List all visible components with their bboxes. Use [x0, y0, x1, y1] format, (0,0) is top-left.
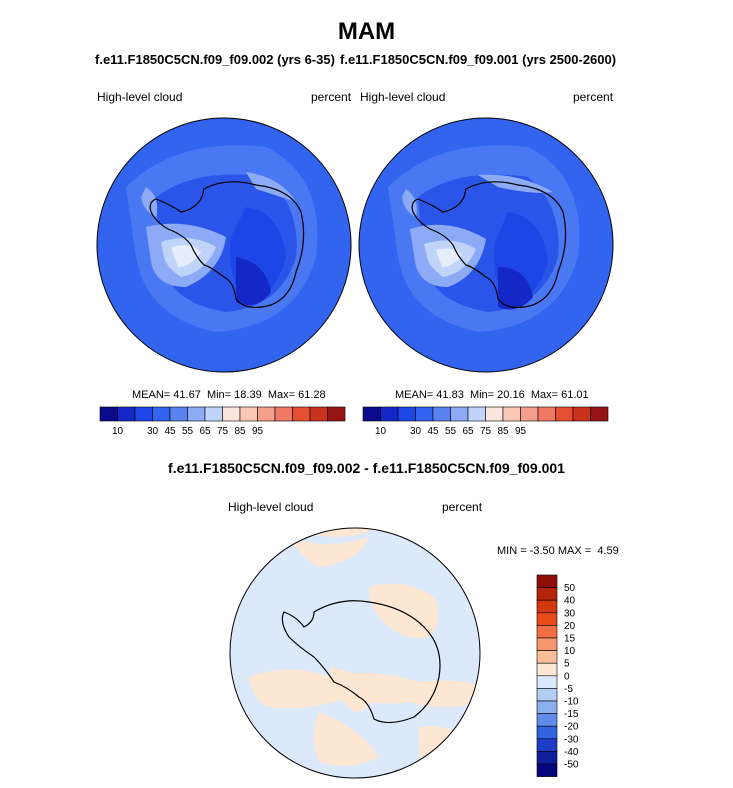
diff-colorbar-box — [536, 738, 558, 752]
colorbar-box — [485, 406, 504, 422]
colorbar-box — [327, 406, 346, 422]
diff-colorbar-tick-label: -5 — [564, 684, 573, 695]
panel1-map — [96, 117, 352, 373]
colorbar-box — [590, 406, 609, 422]
colorbar-box — [555, 406, 574, 422]
panel2-variable-label: High-level cloud — [360, 90, 446, 104]
colorbar-box — [169, 406, 188, 422]
colorbar-tick-label: 10 — [375, 426, 387, 437]
diff-colorbar-tick-label: 0 — [564, 671, 570, 682]
colorbar-box — [572, 406, 591, 422]
diff-colorbar-box — [536, 675, 558, 689]
diff-colorbar-tick-label: -40 — [564, 747, 579, 758]
colorbar-box — [415, 406, 434, 422]
colorbar-box — [450, 406, 469, 422]
colorbar-box — [204, 406, 223, 422]
panel2-stats: MEAN= 41.83 Min= 20.16 Max= 61.01 — [395, 389, 589, 401]
colorbar-box — [520, 406, 539, 422]
diff-colorbar-tick-label: -30 — [564, 734, 579, 745]
diff-title: f.e11.F1850C5CN.f09_f09.002 - f.e11.F185… — [168, 460, 565, 476]
diff-colorbar-tick-label: -50 — [564, 760, 579, 771]
diff-colorbar-box — [536, 700, 558, 714]
colorbar-tick-label: 75 — [217, 426, 229, 437]
colorbar-box — [309, 406, 328, 422]
colorbar-box — [257, 406, 276, 422]
colorbar-tick-label: 10 — [112, 426, 124, 437]
diff-colorbar-tick-label: -20 — [564, 722, 579, 733]
diff-colorbar-tick-label: 15 — [564, 634, 576, 645]
main-title: MAM — [337, 18, 396, 45]
diff-colorbar-tick-label: 50 — [564, 583, 576, 594]
colorbar-box — [537, 406, 556, 422]
diff-colorbar-box — [536, 688, 558, 702]
colorbar-tick-label: 45 — [164, 426, 176, 437]
diff-map — [229, 527, 481, 779]
colorbar-box — [239, 406, 258, 422]
colorbar-tick-label: 85 — [234, 426, 246, 437]
diff-colorbar-tick-label: 40 — [564, 596, 576, 607]
panel1-colorbar: 10 30 45 55 65 75 85 95 — [99, 406, 346, 437]
panel1-stats: MEAN= 41.67 Min= 18.39 Max= 61.28 — [132, 389, 326, 401]
diff-colorbar-box — [536, 763, 558, 777]
diff-colorbar-tick-label: 30 — [564, 608, 576, 619]
diff-colorbar-tick-label: 5 — [564, 659, 570, 670]
colorbar-box — [152, 406, 171, 422]
panel1-units-label: percent — [311, 90, 352, 104]
colorbar-box — [117, 406, 136, 422]
diff-colorbar-tick-label: 10 — [564, 646, 576, 657]
colorbar-tick-label: 55 — [445, 426, 457, 437]
diff-colorbar-box — [536, 612, 558, 626]
panel1-antarctica-coastline — [149, 181, 305, 309]
panel2-units-label: percent — [573, 90, 614, 104]
colorbar-box — [502, 406, 521, 422]
colorbar-tick-label: 65 — [199, 426, 211, 437]
colorbar-tick-label: 95 — [252, 426, 264, 437]
panel1-variable-label: High-level cloud — [97, 90, 183, 104]
colorbar-box — [134, 406, 153, 422]
colorbar-tick-label: 55 — [182, 426, 194, 437]
diff-colorbar-box — [536, 587, 558, 601]
colorbar-tick-label: 95 — [515, 426, 527, 437]
diff-variable-label: High-level cloud — [228, 500, 314, 514]
colorbar-box — [222, 406, 241, 422]
diff-antarctica-coastline — [281, 600, 441, 724]
panel2-run-title: f.e11.F1850C5CN.f09_f09.001 (yrs 2500-26… — [340, 52, 617, 67]
colorbar-tick-label: 85 — [497, 426, 509, 437]
panel2-map — [358, 117, 614, 373]
diff-colorbar-box — [536, 599, 558, 614]
colorbar-tick-label: 75 — [480, 426, 492, 437]
diff-colorbar-box — [536, 751, 558, 765]
diff-colorbar-tick-label: -15 — [564, 709, 579, 720]
diff-stats: MIN = -3.50 MAX = 4.59 — [497, 545, 619, 557]
diff-colorbar-box — [536, 625, 558, 639]
diff-colorbar-box — [536, 650, 558, 664]
diff-colorbar-tick-label: -10 — [564, 697, 579, 708]
colorbar-tick-label: 45 — [427, 426, 439, 437]
colorbar-box — [274, 406, 293, 422]
panel1-run-title: f.e11.F1850C5CN.f09_f09.002 (yrs 6-35) — [95, 52, 335, 67]
diff-colorbar-box — [536, 725, 558, 740]
colorbar-tick-label: 30 — [147, 426, 159, 437]
colorbar-box — [467, 406, 486, 422]
diff-units-label: percent — [442, 500, 483, 514]
colorbar-tick-label: 65 — [462, 426, 474, 437]
colorbar-box — [292, 406, 311, 422]
diff-colorbar-box — [536, 713, 558, 727]
diff-colorbar-box — [536, 662, 558, 677]
colorbar-box — [99, 406, 118, 422]
colorbar-tick-label: 30 — [410, 426, 422, 437]
panel2-antarctica-coastline — [411, 181, 567, 309]
panel2-colorbar: 10 30 45 55 65 75 85 95 — [362, 406, 609, 437]
colorbar-box — [362, 406, 381, 422]
diff-colorbar-box — [536, 637, 558, 651]
colorbar-box — [397, 406, 416, 422]
diff-colorbar-tick-label: 20 — [564, 621, 576, 632]
colorbar-box — [380, 406, 399, 422]
colorbar-box — [432, 406, 451, 422]
diff-colorbar-box — [536, 574, 558, 588]
colorbar-box — [187, 406, 206, 422]
